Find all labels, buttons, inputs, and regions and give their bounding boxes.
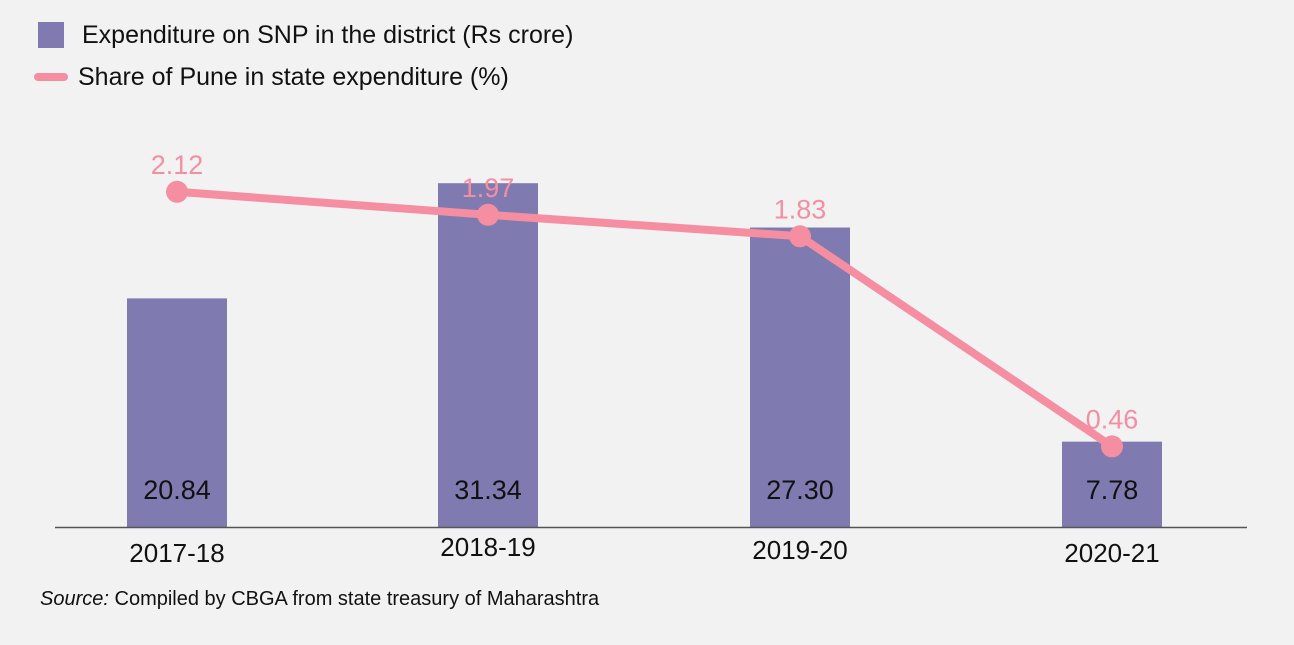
source-text: Compiled by CBGA from state treasury of …: [114, 588, 600, 610]
bar-value-label: 31.34: [454, 475, 522, 505]
source-note: Source: Compiled by CBGA from state trea…: [40, 588, 599, 611]
line-series-share: [173, 187, 1116, 451]
chart-legend: Expenditure on SNP in the district (Rs c…: [34, 14, 573, 98]
x-tick-label: 2020-21: [1064, 538, 1159, 568]
bar-value-label: 27.30: [766, 475, 834, 505]
line-point: [477, 203, 499, 226]
line-value-label: 2.12: [151, 150, 204, 180]
x-tick-label: 2019-20: [752, 535, 847, 565]
legend-line-swatch: [34, 73, 68, 81]
legend-line-label: Share of Pune in state expenditure (%): [78, 62, 509, 91]
legend-item-line: Share of Pune in state expenditure (%): [34, 56, 573, 98]
x-tick-label: 2017-18: [129, 538, 224, 568]
bar-2018-19: [438, 183, 538, 527]
legend-item-bar: Expenditure on SNP in the district (Rs c…: [38, 14, 573, 56]
legend-bar-swatch: [38, 22, 64, 48]
line-value-label: 1.97: [462, 173, 515, 203]
bar-2017-18: [127, 298, 227, 527]
line-point: [1101, 435, 1123, 458]
line-value-label: 0.46: [1086, 404, 1139, 434]
bar-value-label: 20.84: [143, 475, 211, 505]
line-value-label: 1.83: [774, 194, 827, 224]
x-tick-label: 2018-19: [440, 532, 535, 562]
source-label: Source:: [40, 588, 109, 610]
bar-value-label: 7.78: [1086, 475, 1139, 505]
line-point: [789, 225, 811, 248]
line-point: [166, 180, 188, 203]
bar-2019-20: [750, 227, 850, 528]
legend-bar-label: Expenditure on SNP in the district (Rs c…: [82, 20, 574, 49]
